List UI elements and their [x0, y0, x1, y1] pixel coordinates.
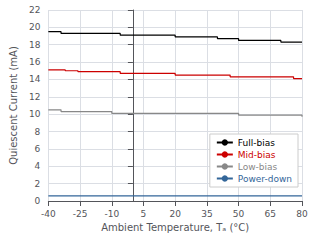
svg-text:Mid-bias: Mid-bias — [238, 150, 276, 160]
svg-text:20: 20 — [169, 209, 181, 219]
svg-text:80: 80 — [296, 209, 308, 219]
svg-text:2: 2 — [35, 179, 41, 189]
svg-text:-40: -40 — [41, 209, 56, 219]
svg-text:14: 14 — [29, 74, 41, 84]
svg-text:-10: -10 — [104, 209, 119, 219]
svg-text:22: 22 — [29, 5, 40, 15]
svg-text:Full-bias: Full-bias — [238, 138, 275, 148]
svg-text:Low-bias: Low-bias — [238, 162, 278, 172]
svg-text:8: 8 — [35, 127, 41, 137]
svg-text:Quiescent Current (mA): Quiescent Current (mA) — [8, 46, 19, 165]
svg-text:-25: -25 — [73, 209, 88, 219]
svg-text:20: 20 — [29, 22, 41, 32]
svg-text:Ambient Temperature, Tₐ (°C): Ambient Temperature, Tₐ (°C) — [101, 222, 249, 233]
svg-text:50: 50 — [233, 209, 245, 219]
svg-text:65: 65 — [265, 209, 276, 219]
svg-text:6: 6 — [35, 144, 41, 154]
svg-text:10: 10 — [29, 109, 41, 119]
svg-text:35: 35 — [201, 209, 212, 219]
svg-text:Power-down: Power-down — [238, 174, 292, 184]
svg-text:4: 4 — [35, 161, 41, 171]
svg-text:18: 18 — [29, 40, 41, 50]
svg-text:16: 16 — [29, 57, 41, 67]
svg-text:0: 0 — [35, 196, 41, 206]
svg-text:12: 12 — [29, 92, 40, 102]
svg-text:5: 5 — [141, 209, 147, 219]
